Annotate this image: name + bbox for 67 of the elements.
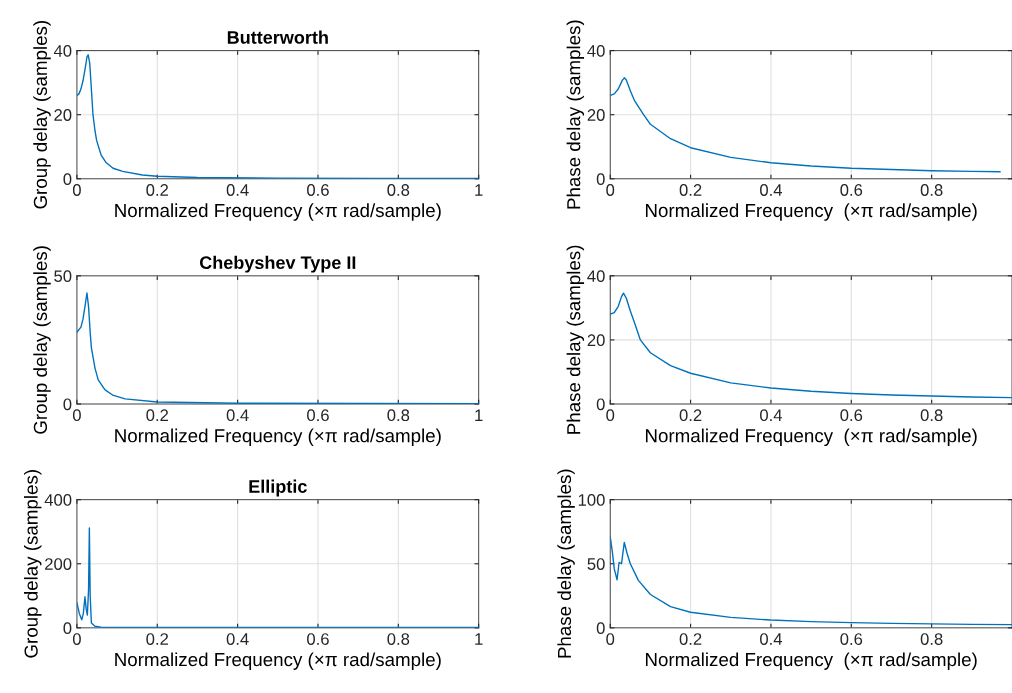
- y-axis-title: Group delay (samples): [23, 470, 42, 658]
- chart-title: Butterworth: [227, 30, 328, 44]
- line-series: [610, 77, 1001, 173]
- x-tick-label: 0.2: [146, 409, 169, 422]
- x-tick-label: 0.8: [920, 633, 943, 645]
- x-tick-label: 0.2: [679, 184, 702, 196]
- x-tick-label: 0.6: [840, 633, 863, 645]
- x-tick-label: 0: [72, 409, 81, 422]
- y-tick-label: 200: [45, 558, 72, 570]
- x-tick-label: 0.6: [307, 633, 329, 645]
- chart-title: Elliptic: [249, 479, 307, 497]
- line-series: [610, 292, 1012, 399]
- y-tick-label: 20: [54, 109, 72, 121]
- y-tick-label: 50: [54, 270, 72, 283]
- x-tick-label: 1: [475, 633, 483, 645]
- x-tick-label: 0.4: [226, 409, 249, 422]
- x-tick-label: 0.2: [679, 633, 702, 645]
- x-tick-label: 0.6: [307, 184, 329, 196]
- y-axis-title: Group delay (samples): [33, 246, 51, 434]
- chart-title: Chebyshev Type II: [199, 255, 356, 273]
- x-tick-label: 0.4: [760, 409, 783, 422]
- y-tick-label: 0: [63, 173, 72, 185]
- y-tick-label: 20: [587, 334, 605, 347]
- y-axis-title: Phase delay (samples): [566, 20, 585, 209]
- x-tick-label: 1: [475, 184, 483, 196]
- x-tick-label: 0.6: [307, 409, 329, 422]
- x-axis-title: Normalized Frequency (×π rad/sample): [645, 652, 977, 670]
- x-tick-label: 0: [606, 409, 615, 422]
- y-tick-label: 20: [587, 109, 605, 121]
- y-tick-label: 0: [63, 622, 72, 635]
- x-axis-title: Normalized Frequency (×π rad/sample): [115, 652, 441, 670]
- y-tick-label: 100: [578, 494, 605, 506]
- x-tick-label: 0.4: [760, 184, 783, 196]
- x-tick-label: 0.2: [146, 184, 169, 196]
- y-tick-label: 40: [587, 44, 605, 57]
- x-tick-label: 0: [72, 184, 81, 196]
- y-tick-label: 50: [587, 558, 605, 570]
- x-tick-label: 0.8: [920, 409, 943, 422]
- y-tick-label: 40: [587, 270, 605, 283]
- y-tick-label: 0: [596, 398, 605, 411]
- x-axis-title: Normalized Frequency (×π rad/sample): [115, 428, 441, 447]
- y-axis-title: Phase delay (samples): [557, 469, 575, 658]
- x-tick-label: 0.8: [920, 184, 943, 196]
- x-tick-label: 0.8: [387, 184, 410, 196]
- x-tick-label: 0.4: [226, 184, 249, 196]
- x-tick-label: 0.2: [679, 409, 702, 422]
- x-tick-label: 1: [475, 409, 483, 421]
- y-axis-title: Group delay (samples): [33, 21, 51, 209]
- x-tick-label: 0: [606, 184, 615, 196]
- y-tick-label: 40: [53, 44, 72, 57]
- y-tick-label: 400: [44, 494, 72, 506]
- y-tick-label: 0: [63, 398, 72, 411]
- y-axis-title: Phase delay (samples): [566, 245, 585, 434]
- x-tick-label: 0.8: [387, 409, 410, 422]
- x-tick-label: 0: [606, 633, 615, 645]
- x-tick-label: 0.8: [387, 633, 410, 645]
- x-tick-label: 0.6: [840, 409, 863, 422]
- x-axis-title: Normalized Frequency (×π rad/sample): [645, 203, 977, 221]
- x-tick-label: 0: [72, 633, 81, 645]
- x-tick-label: 0.2: [146, 633, 169, 645]
- x-axis-title: Normalized Frequency (×π rad/sample): [645, 428, 977, 447]
- y-tick-label: 0: [596, 622, 605, 635]
- y-tick-label: 0: [596, 173, 605, 185]
- x-axis-title: Normalized Frequency (×π rad/sample): [115, 203, 441, 221]
- x-tick-label: 0.4: [226, 633, 249, 645]
- x-tick-label: 0.6: [840, 184, 863, 196]
- x-tick-label: 0.4: [760, 633, 783, 645]
